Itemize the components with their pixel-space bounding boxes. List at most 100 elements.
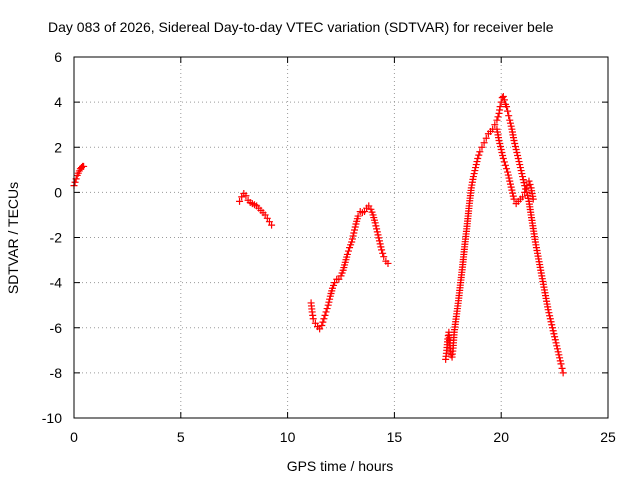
data-point	[507, 183, 515, 191]
data-point	[494, 113, 502, 121]
data-point	[504, 107, 512, 115]
data-point	[480, 139, 488, 147]
x-tick-label: 25	[600, 429, 616, 445]
x-axis-label: GPS time / hours	[287, 458, 394, 474]
data-point	[504, 168, 512, 176]
x-tick-label: 5	[177, 429, 185, 445]
data-point	[519, 193, 527, 201]
data-point	[505, 174, 513, 182]
data-point	[511, 142, 519, 150]
data-point	[373, 225, 381, 233]
data-point	[493, 116, 501, 124]
data-point	[376, 240, 384, 248]
y-tick-label: -2	[50, 230, 63, 246]
data-point	[558, 364, 566, 372]
data-point	[557, 360, 565, 368]
data-point	[320, 315, 328, 323]
data-point	[348, 238, 356, 246]
data-point	[268, 221, 276, 229]
data-point	[503, 103, 511, 111]
data-point	[496, 142, 504, 150]
data-point	[242, 192, 250, 200]
data-point	[556, 357, 564, 365]
data-point	[478, 143, 486, 151]
y-tick-label: 0	[54, 184, 62, 200]
data-point	[500, 158, 508, 166]
x-tick-labels: 0 5 10 15 20 25	[70, 429, 616, 445]
y-axis-label: SDTVAR / TECUs	[5, 182, 21, 294]
data-point	[524, 194, 532, 202]
data-point	[344, 247, 352, 255]
data-point	[519, 173, 527, 181]
data-point	[476, 148, 484, 156]
y-tick-label: 2	[54, 139, 62, 155]
x-tick-label: 15	[387, 429, 403, 445]
y-tick-label: -4	[50, 275, 63, 291]
data-point	[377, 243, 385, 251]
data-point	[380, 253, 388, 261]
data-point	[526, 180, 534, 188]
data-point	[514, 155, 522, 163]
data-point	[497, 146, 505, 154]
data-point	[471, 167, 479, 175]
data-point	[510, 136, 518, 144]
data-point	[71, 178, 79, 186]
data-point	[507, 122, 515, 130]
data-point	[323, 305, 331, 313]
data-point	[343, 250, 351, 258]
data-point	[375, 234, 383, 242]
data-point	[506, 119, 514, 127]
y-tick-label: 4	[54, 94, 62, 110]
data-point	[482, 134, 490, 142]
data-point	[518, 170, 526, 178]
plot-frame	[73, 56, 609, 419]
data-point	[374, 231, 382, 239]
data-point	[498, 149, 506, 157]
data-point	[550, 330, 558, 338]
data-point	[545, 309, 553, 317]
data-point	[80, 162, 88, 170]
data-point	[472, 164, 480, 172]
data-point	[506, 177, 514, 185]
data-point	[319, 318, 327, 326]
data-point	[553, 345, 561, 353]
data-point	[499, 152, 507, 160]
data-point	[512, 146, 520, 154]
chart-title: Day 083 of 2026, Sidereal Day-to-day VTE…	[48, 19, 554, 35]
y-tick-label: -6	[50, 320, 63, 336]
data-point	[503, 165, 511, 173]
data-point	[371, 219, 379, 227]
data-point	[491, 121, 499, 129]
data-point	[325, 298, 333, 306]
data-point	[348, 235, 356, 243]
data-point	[548, 324, 556, 332]
data-point	[551, 336, 559, 344]
data-point	[473, 158, 481, 166]
grid-lines	[74, 57, 608, 418]
y-tick-labels: -10 -8 -6 -4 -2 0 2 4 6	[42, 49, 62, 426]
data-point	[375, 237, 383, 245]
data-point	[326, 295, 334, 303]
data-point	[510, 195, 518, 203]
data-point	[372, 222, 380, 230]
data-point	[516, 164, 524, 172]
data-point	[475, 151, 483, 159]
data-point	[544, 306, 552, 314]
data-point	[511, 139, 519, 147]
data-point	[551, 333, 559, 341]
data-point	[555, 351, 563, 359]
data-point	[472, 161, 480, 169]
data-point	[379, 249, 387, 257]
data-point	[324, 301, 332, 309]
data-point	[499, 155, 507, 163]
data-point	[523, 182, 531, 190]
data-point	[529, 195, 537, 203]
data-point	[505, 112, 513, 120]
data-point	[546, 315, 554, 323]
data-point	[321, 311, 329, 319]
data-point	[496, 103, 504, 111]
data-point	[513, 149, 521, 157]
data-point	[351, 226, 359, 234]
data-point	[519, 176, 527, 184]
data-point	[509, 192, 517, 200]
